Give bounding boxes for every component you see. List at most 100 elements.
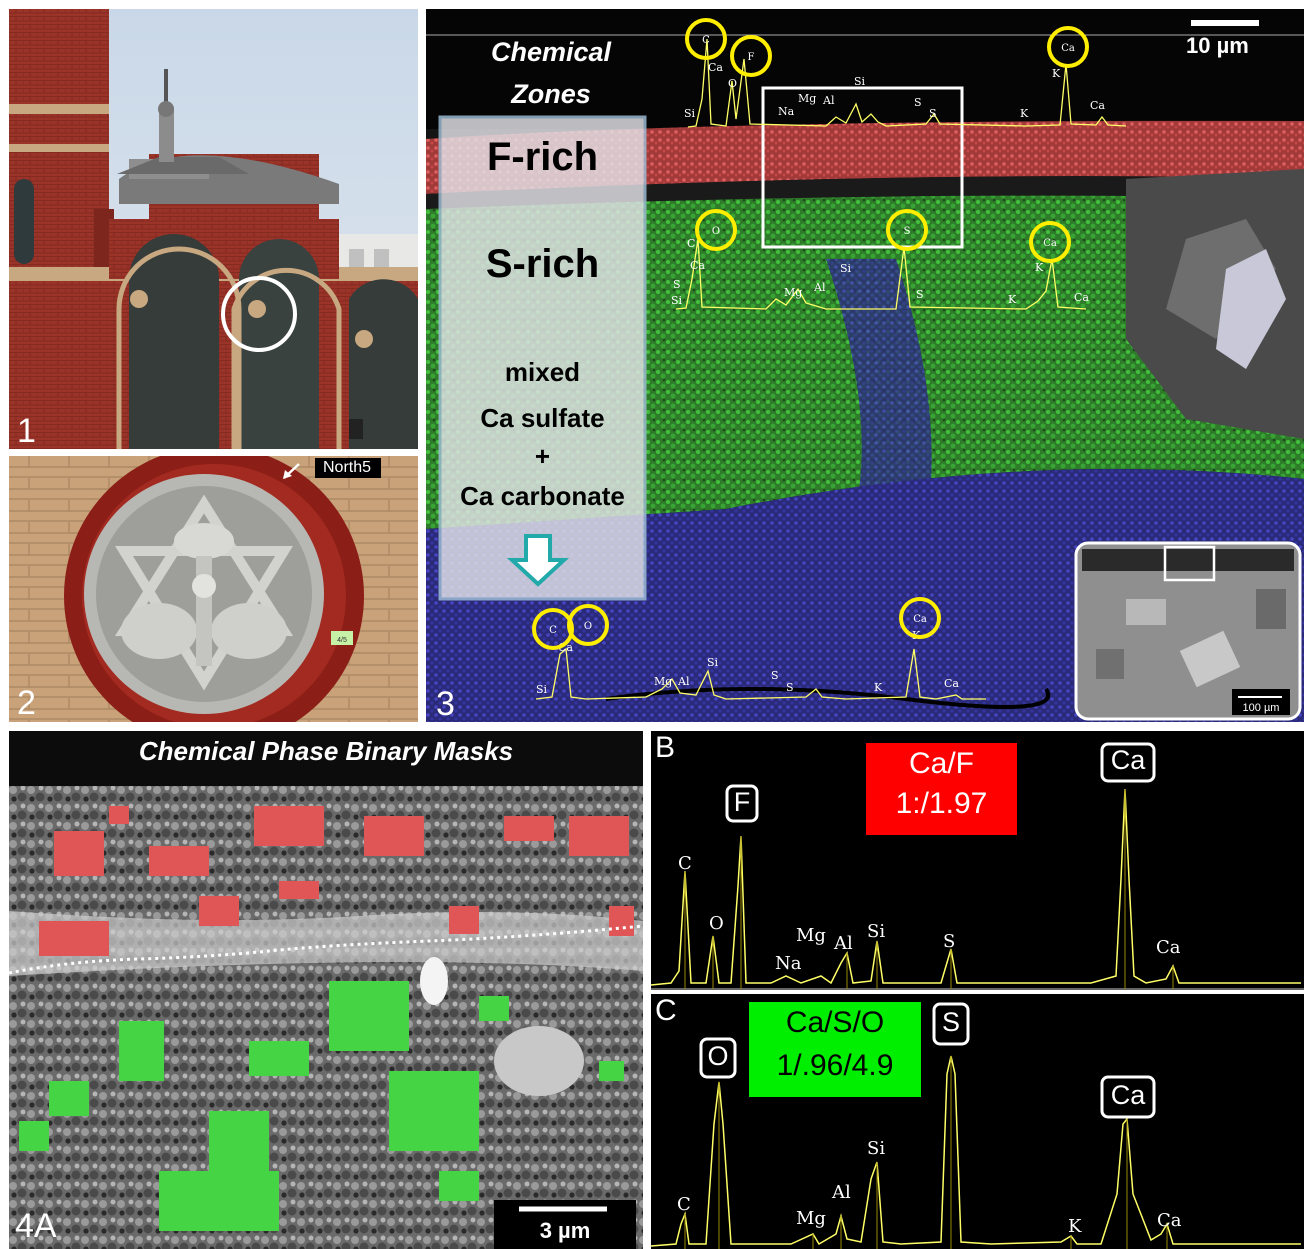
inset-overview bbox=[1074, 541, 1302, 721]
boxed-peak-o: O bbox=[707, 1041, 729, 1071]
peak-k: K bbox=[1068, 1216, 1082, 1237]
svg-text:O: O bbox=[728, 77, 737, 90]
peak-o: O bbox=[709, 913, 724, 934]
zone-mixed-line3: + bbox=[534, 441, 551, 471]
svg-text:C: C bbox=[549, 625, 557, 636]
analysis-box bbox=[761, 86, 964, 249]
svg-text:O: O bbox=[712, 226, 720, 237]
svg-text:S: S bbox=[916, 288, 924, 301]
boxed-peak-ca: Ca bbox=[1110, 1080, 1146, 1110]
svg-text:Mg: Mg bbox=[784, 286, 802, 299]
svg-text:Si: Si bbox=[854, 75, 866, 88]
svg-text:C: C bbox=[687, 237, 695, 250]
peak-al: Al bbox=[831, 1182, 851, 1203]
peak-na: Na bbox=[775, 953, 802, 974]
svg-text:Ca: Ca bbox=[913, 614, 927, 625]
peak-mg: Mg bbox=[796, 925, 826, 946]
svg-text:Ca: Ca bbox=[1043, 238, 1057, 249]
highlight-circle bbox=[221, 276, 297, 352]
svg-text:K: K bbox=[1052, 67, 1061, 80]
peak-al: Al bbox=[833, 933, 853, 954]
north-label: North5 bbox=[315, 458, 382, 478]
element-circles bbox=[532, 18, 1089, 650]
panel-4a-binary-masks: Chemical Phase Binary Masks 3 µm 4A bbox=[9, 731, 643, 1249]
svg-text:Mg: Mg bbox=[654, 675, 672, 688]
svg-text:S: S bbox=[771, 669, 779, 682]
ratio-value: 1/.96/4.9 bbox=[776, 1049, 894, 1082]
zone-s-rich: S-rich bbox=[485, 242, 600, 286]
svg-text:Si: Si bbox=[707, 656, 719, 669]
s-rich-mask bbox=[19, 981, 624, 1231]
zone-f-rich: F-rich bbox=[486, 135, 599, 179]
svg-text:S: S bbox=[673, 278, 681, 291]
zones-title-line2: Zones bbox=[511, 79, 591, 109]
svg-text:S: S bbox=[929, 107, 937, 120]
zone-mixed-line4: Ca carbonate bbox=[460, 481, 625, 511]
f-rich-mask bbox=[39, 806, 634, 956]
svg-text:Na: Na bbox=[778, 105, 795, 118]
zone-mixed-line2: Ca sulfate bbox=[480, 403, 605, 433]
svg-text:Ca: Ca bbox=[708, 61, 723, 74]
peak-c: C bbox=[677, 1194, 691, 1215]
ratio-box-green bbox=[749, 1002, 921, 1097]
svg-text:Si: Si bbox=[840, 262, 852, 275]
svg-text:S: S bbox=[904, 226, 911, 237]
panel-1-building-photo: 1 bbox=[9, 9, 418, 449]
panel-label: 2 bbox=[17, 684, 36, 722]
svg-text:Ca: Ca bbox=[1061, 43, 1075, 54]
panel-label: B bbox=[655, 731, 676, 764]
svg-text:Al: Al bbox=[822, 94, 835, 107]
spectrum-b: C O Na Mg Al Si S Ca bbox=[651, 742, 1304, 990]
panel-b-spectrum: C O Na Mg Al Si S Ca F Ca Ca/F 1:/1.97 B bbox=[651, 731, 1304, 990]
binary-masks-title: Chemical Phase Binary Masks bbox=[138, 736, 514, 766]
panel-2-medallion-photo: 4/5 North5 2 bbox=[9, 456, 418, 722]
scale-bar-label: 3 µm bbox=[539, 1218, 591, 1243]
svg-text:Si: Si bbox=[536, 683, 548, 696]
peak-mg: Mg bbox=[796, 1208, 826, 1229]
inset-scale-label: 100 µm bbox=[1242, 702, 1280, 714]
svg-text:Ca: Ca bbox=[1090, 99, 1105, 112]
svg-text:S: S bbox=[914, 96, 922, 109]
peak-ca-kb: Ca bbox=[1156, 937, 1181, 958]
building-photo bbox=[9, 9, 418, 449]
spectrum-c: C Mg Al Si K Ca bbox=[651, 1002, 1301, 1249]
svg-text:Ca: Ca bbox=[1074, 291, 1089, 304]
svg-text:K: K bbox=[1020, 107, 1029, 120]
peak-c: C bbox=[678, 853, 692, 874]
panel-label: 1 bbox=[17, 412, 36, 449]
tag-text: 4/5 bbox=[337, 637, 347, 644]
boxed-peak-f: F bbox=[733, 787, 751, 817]
ratio-value: 1:/1.97 bbox=[895, 787, 988, 820]
boxed-peak-ca: Ca bbox=[1110, 745, 1146, 775]
svg-text:Ca: Ca bbox=[944, 677, 959, 690]
zone-legend-box bbox=[438, 115, 647, 601]
svg-text:Mg: Mg bbox=[798, 92, 816, 105]
svg-text:Ca: Ca bbox=[690, 259, 705, 272]
ratio-title: Ca/S/O bbox=[785, 1006, 885, 1039]
boxed-peak-s: S bbox=[941, 1007, 960, 1037]
down-arrow-icon bbox=[506, 534, 570, 587]
panel-label: 3 bbox=[436, 685, 455, 722]
svg-text:Al: Al bbox=[813, 281, 826, 294]
specimen-tag bbox=[331, 631, 353, 645]
svg-text:S: S bbox=[786, 681, 794, 694]
svg-text:F: F bbox=[748, 52, 755, 63]
svg-text:C: C bbox=[702, 35, 710, 46]
svg-text:Al: Al bbox=[677, 675, 690, 688]
panel-label: C bbox=[655, 994, 677, 1027]
scale-bar-label: 10 µm bbox=[1186, 33, 1249, 58]
zones-title-line1: Chemical bbox=[490, 37, 612, 67]
svg-text:K: K bbox=[1035, 261, 1044, 274]
medallion-photo: 4/5 bbox=[9, 456, 418, 722]
svg-text:Si: Si bbox=[684, 107, 696, 120]
ratio-title: Ca/F bbox=[908, 747, 974, 780]
panel-label: 4A bbox=[15, 1207, 57, 1245]
ratio-box-red bbox=[866, 743, 1017, 835]
zone-mixed-line1: mixed bbox=[504, 357, 581, 387]
svg-text:K: K bbox=[874, 681, 883, 694]
panel-c-spectrum: C Mg Al Si K Ca O S Ca Ca/S/O 1/.96/4.9 … bbox=[651, 994, 1304, 1249]
peak-ca-kb: Ca bbox=[1157, 1210, 1182, 1231]
peak-s: S bbox=[943, 931, 955, 952]
svg-text:Si: Si bbox=[671, 294, 683, 307]
